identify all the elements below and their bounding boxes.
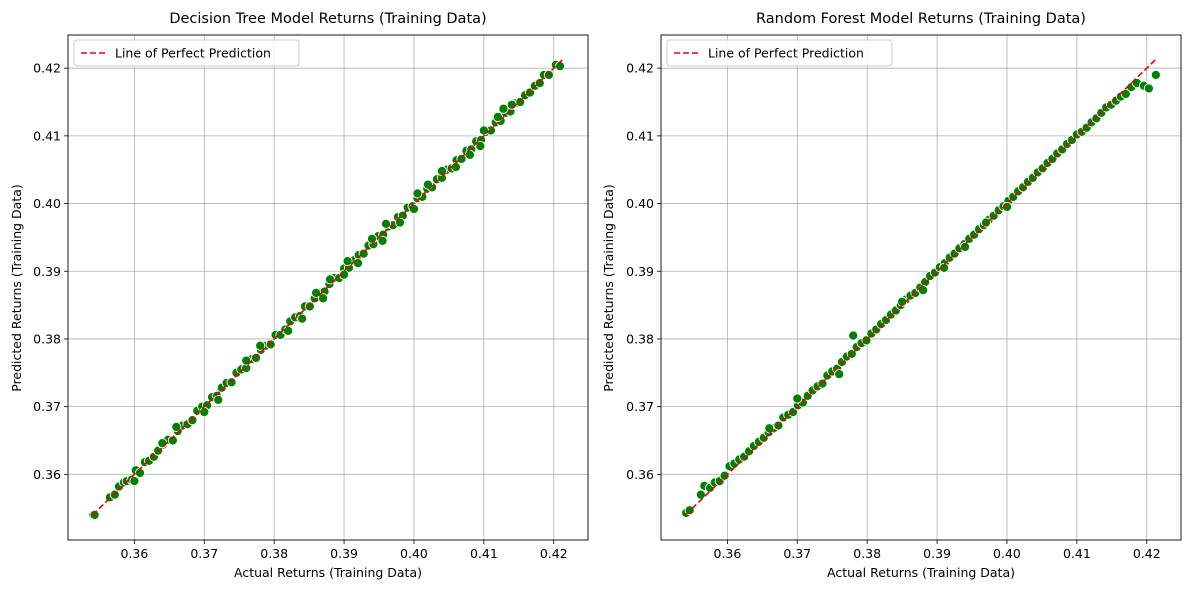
legend-entry-label: Line of Perfect Prediction: [708, 46, 864, 61]
data-point: [304, 301, 315, 312]
x-tick-label: 0.36: [713, 546, 741, 561]
grid-lines: [661, 35, 1181, 540]
data-point: [342, 256, 353, 267]
x-axis-ticks: 0.36 0.37 0.38 0.39 0.40 0.41 0.42: [713, 540, 1161, 561]
data-point: [695, 489, 706, 500]
x-tick-label: 0.38: [853, 546, 881, 561]
data-point: [848, 330, 859, 341]
data-point: [366, 233, 378, 244]
x-tick-label: 0.37: [190, 546, 218, 561]
chart-panel-random-forest: Random Forest Model Returns (Training Da…: [601, 11, 1182, 580]
data-point: [109, 489, 120, 500]
data-point: [524, 87, 536, 98]
data-point: [1150, 69, 1161, 80]
x-tick-label: 0.37: [783, 546, 811, 561]
perfect-prediction-line: [684, 57, 1158, 516]
x-tick-label: 0.42: [540, 546, 568, 561]
y-axis-ticks: 0.36 0.37 0.38 0.39 0.40 0.41 0.42: [33, 61, 68, 482]
y-tick-label: 0.38: [626, 331, 654, 346]
legend-box: [73, 39, 300, 67]
scatter-points: [88, 59, 566, 521]
y-tick-label: 0.41: [626, 128, 654, 143]
data-point: [478, 125, 489, 136]
x-tick-label: 0.40: [400, 546, 428, 561]
data-point: [456, 153, 467, 164]
data-point: [980, 217, 992, 228]
y-tick-label: 0.37: [33, 399, 61, 414]
data-point: [1143, 83, 1154, 94]
x-axis-label: Actual Returns (Training Data): [234, 565, 422, 580]
legend: Line of Perfect Prediction: [666, 39, 893, 67]
y-axis-label: Predicted Returns (Training Data): [9, 184, 24, 392]
x-tick-label: 0.41: [470, 546, 498, 561]
data-point: [543, 69, 554, 80]
data-point: [318, 293, 329, 304]
legend-entry-label: Line of Perfect Prediction: [115, 46, 271, 61]
data-point: [817, 378, 828, 389]
data-point: [412, 188, 423, 199]
perfect-prediction-line: [91, 57, 565, 516]
y-tick-label: 0.36: [626, 467, 654, 482]
x-tick-label: 0.41: [1063, 546, 1091, 561]
data-point: [171, 421, 182, 433]
chart-title: Random Forest Model Returns (Training Da…: [756, 11, 1086, 27]
x-tick-label: 0.38: [260, 546, 288, 561]
x-tick-label: 0.40: [993, 546, 1021, 561]
data-point: [959, 241, 971, 252]
y-tick-label: 0.40: [626, 196, 654, 211]
y-tick-label: 0.39: [626, 264, 654, 279]
y-tick-label: 0.36: [33, 467, 61, 482]
y-tick-label: 0.40: [33, 196, 61, 211]
x-tick-label: 0.39: [923, 546, 951, 561]
data-point: [719, 470, 730, 481]
data-point: [534, 78, 545, 89]
y-tick-label: 0.42: [33, 61, 61, 76]
data-point: [187, 415, 198, 426]
y-tick-label: 0.41: [33, 128, 61, 143]
data-point: [788, 407, 799, 418]
y-tick-label: 0.39: [33, 264, 61, 279]
data-point: [265, 339, 276, 350]
data-point: [129, 476, 140, 487]
data-point: [297, 313, 308, 324]
y-tick-label: 0.38: [33, 331, 61, 346]
x-tick-label: 0.39: [330, 546, 358, 561]
data-point: [250, 352, 262, 363]
data-point: [498, 103, 509, 114]
data-point: [834, 369, 845, 380]
data-point: [255, 340, 266, 351]
y-axis-ticks: 0.36 0.37 0.38 0.39 0.40 0.41 0.42: [626, 61, 661, 482]
data-point: [792, 393, 803, 404]
chart-panel-decision-tree: Decision Tree Model Returns (Training Da…: [9, 11, 589, 580]
data-point: [283, 325, 294, 336]
grid-lines: [68, 35, 588, 540]
x-axis-ticks: 0.36 0.37 0.38 0.39 0.40 0.41 0.42: [120, 540, 568, 561]
data-point: [464, 149, 475, 160]
x-axis-label: Actual Returns (Training Data): [827, 565, 1015, 580]
data-point: [213, 394, 224, 405]
chart-title: Decision Tree Model Returns (Training Da…: [169, 11, 486, 27]
legend: Line of Perfect Prediction: [73, 39, 300, 67]
data-point: [89, 509, 100, 521]
data-point: [380, 218, 392, 229]
data-point: [475, 140, 486, 152]
axes-frame: [660, 34, 1182, 541]
x-tick-label: 0.36: [120, 546, 148, 561]
y-tick-label: 0.37: [626, 399, 654, 414]
y-axis-label: Predicted Returns (Training Data): [601, 184, 616, 392]
data-point: [226, 377, 237, 388]
legend-box: [666, 39, 893, 67]
data-point: [167, 435, 178, 446]
data-point: [377, 235, 388, 246]
axes-frame: [67, 34, 589, 541]
y-tick-label: 0.42: [626, 61, 654, 76]
x-tick-label: 0.42: [1133, 546, 1161, 561]
data-point: [358, 248, 369, 259]
data-point: [199, 407, 210, 418]
